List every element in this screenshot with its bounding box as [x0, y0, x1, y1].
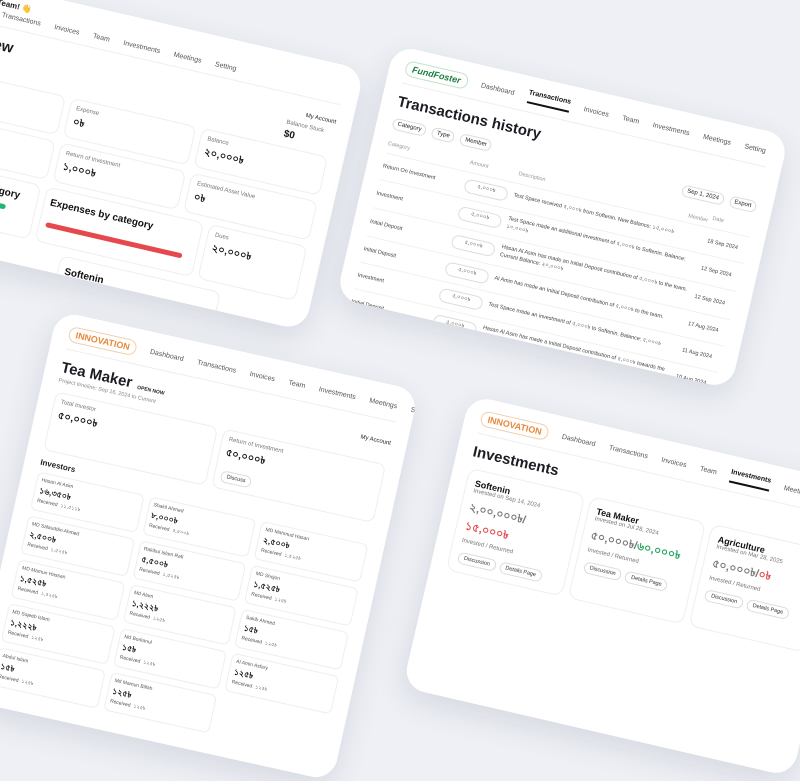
dues-value: ২০,০০০৳ — [210, 243, 253, 263]
investment-card: Tea Maker Invested on Jul 28, 2024 ৫০,০০০৳… — [567, 495, 707, 625]
nav-tab[interactable]: Transactions — [608, 444, 649, 460]
returned: ০৳ — [757, 568, 773, 584]
invested: ৫০,০০০৳ — [589, 529, 636, 552]
cell: ৫,০০০৳ — [437, 287, 484, 312]
investments-card: INNOVATION Dashboard Transactions Invoices T… — [402, 394, 800, 778]
nav-tab[interactable]: Investments — [651, 121, 691, 137]
details[interactable]: Details Page — [623, 570, 669, 593]
dues-label: Dues — [214, 232, 230, 242]
received: ১২৫৳ — [254, 684, 268, 693]
filter[interactable]: Category — [391, 117, 428, 137]
received: ১২৫৳ — [142, 659, 156, 669]
nav-tab[interactable]: Setting — [410, 406, 419, 418]
cell: ৫,০০০৳ — [463, 178, 510, 202]
investment-card: Agriculture Invested on Mar 28, 2025 ৫০,০০… — [688, 523, 800, 653]
heading: Overview — [0, 25, 16, 57]
column-header: Date — [711, 215, 725, 225]
export[interactable]: Export — [728, 195, 758, 214]
nav-tab[interactable]: Invoices — [249, 370, 276, 383]
received: ১২৫৳ — [20, 678, 34, 688]
nav-tab[interactable]: Investments — [728, 468, 772, 492]
date-filter[interactable]: Sep 1, 2024 — [681, 184, 726, 206]
details[interactable]: Details Page — [498, 561, 543, 583]
stat: Income২১,০০০৳ — [0, 67, 66, 136]
cell: 11 Aug 2024 — [681, 347, 713, 361]
cell: 12 Sep 2024 — [693, 293, 726, 307]
nav-tab[interactable]: Invoices — [660, 456, 688, 469]
project-card: INNOVATION Dashboard Transactions Invoices T… — [0, 310, 419, 781]
cell: ৫,০০০৳ — [431, 313, 478, 338]
nav-tab[interactable]: Dashboard — [561, 433, 597, 448]
nav-tab[interactable]: Meetings — [702, 133, 732, 147]
received: ১২৫৳ — [30, 634, 44, 644]
column-header: Amount — [469, 159, 489, 170]
cell: ৫,০০০৳ — [456, 205, 503, 230]
nav-tab[interactable]: Setting — [743, 142, 767, 155]
details[interactable]: Details Page — [745, 598, 791, 621]
nav-tab[interactable]: Team — [92, 32, 111, 44]
nav-tab[interactable]: Meetings — [368, 396, 398, 410]
nav-tab[interactable]: Dashboard — [149, 348, 185, 363]
view-all[interactable]: View All — [57, 296, 80, 308]
discussion[interactable]: Discussion — [456, 551, 497, 572]
nav-tab[interactable]: Setting — [214, 61, 238, 73]
nav-tab[interactable]: Transactions — [526, 89, 572, 113]
return-value: ৫০,০০০৳ — [224, 447, 267, 468]
cell: ৫,০০০৳ — [450, 233, 497, 258]
filter[interactable]: Member — [458, 133, 493, 153]
nav-tab[interactable]: Transactions — [196, 358, 237, 375]
nav-tab[interactable]: Team — [621, 114, 640, 126]
stat-value: ১ — [0, 129, 45, 171]
discussion[interactable]: Discussion — [703, 589, 745, 610]
cell: 17 Aug 2024 — [687, 321, 719, 334]
received: ১২৫৳ — [273, 596, 288, 606]
total-value: ৫০,০০০৳ — [56, 410, 99, 430]
stat-value: ২১,০০০৳ — [0, 84, 55, 126]
filter[interactable]: Type — [430, 126, 456, 144]
cell: 12 Sep 2024 — [700, 265, 733, 279]
logo: INNOVATION — [479, 410, 551, 442]
invested: ৫০,০০০৳ — [711, 557, 757, 580]
received: ১২৫৳ — [264, 640, 278, 649]
nav-tab[interactable]: Dashboard — [480, 81, 516, 97]
received: ১২৫৳ — [132, 703, 146, 713]
returned: ৬০,০০০৳ — [635, 540, 682, 563]
nav-tab[interactable]: Invoices — [53, 23, 81, 37]
received: ১২৫৳ — [152, 615, 166, 625]
overview-card: Hello, Dev Team! 👋DashboardTransactionsI… — [0, 0, 365, 331]
logo: FundFoster — [403, 60, 470, 90]
transactions-card: FundFoster Dashboard Transactions Invoices T… — [335, 44, 790, 390]
investment-card: Softenin Invested on Sep 14, 2024 ২,০০,০০০… — [445, 467, 586, 597]
nav-tab[interactable]: Meetings — [783, 484, 800, 498]
cell: ৫,০০০৳ — [443, 261, 490, 285]
cell: 10 Aug 2024 — [675, 373, 707, 387]
nav-tab[interactable]: Investments — [318, 385, 357, 401]
returned: ১৫,০০০৳ — [463, 520, 510, 542]
investors: Hasan Al Asim ১৬,৩৫০৳ Received ১১,৫১১৳ Shaki… — [0, 471, 369, 758]
nav-tab[interactable]: Meetings — [172, 51, 203, 65]
discuss[interactable]: Discuss — [219, 470, 253, 489]
discussion[interactable]: Discussion — [582, 561, 623, 582]
nav-tab[interactable]: Invoices — [582, 105, 610, 119]
nav-tab[interactable]: Team — [287, 378, 307, 390]
nav-tab[interactable]: Team — [699, 465, 718, 476]
cell: 18 Sep 2024 — [706, 238, 739, 252]
